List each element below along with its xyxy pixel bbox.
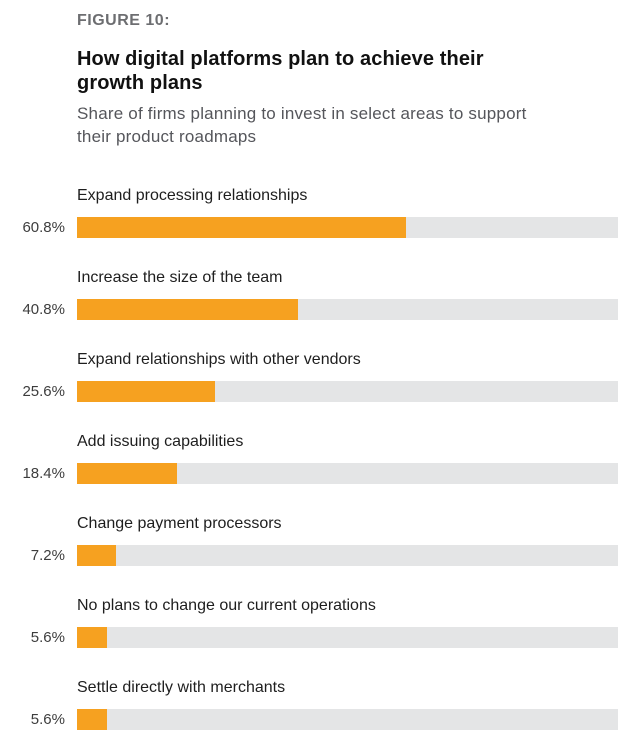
bar-track <box>77 299 618 320</box>
bar-line: 5.6% <box>0 709 641 730</box>
bar-row: Settle directly with merchants 5.6% <box>0 678 641 730</box>
bar-row: Change payment processors 7.2% <box>0 514 641 566</box>
bar-track <box>77 463 618 484</box>
bar-row: Increase the size of the team 40.8% <box>0 268 641 320</box>
bar-value-label: 25.6% <box>22 383 65 400</box>
bar-line: 40.8% <box>0 299 641 320</box>
bar-category-label: Add issuing capabilities <box>77 433 244 450</box>
bar-category-label: Increase the size of the team <box>77 269 283 286</box>
bar-fill <box>77 463 177 484</box>
bar-value-label: 5.6% <box>30 711 65 728</box>
bar-track <box>77 545 618 566</box>
bar-track <box>77 381 618 402</box>
bar-value-label: 60.8% <box>22 219 65 236</box>
bar-category-label: Expand relationships with other vendors <box>77 351 361 368</box>
bar-line: 5.6% <box>0 627 641 648</box>
bar-row: No plans to change our current operation… <box>0 596 641 648</box>
chart-title: How digital platforms plan to achieve th… <box>77 48 484 94</box>
bar-fill <box>77 545 116 566</box>
bar-category-label: Settle directly with merchants <box>77 679 286 696</box>
figure-number-label: FIGURE 10: <box>77 12 171 29</box>
bar-row: Expand processing relationships 60.8% <box>0 186 641 238</box>
bar-value-label: 7.2% <box>30 547 65 564</box>
bar-line: 60.8% <box>0 217 641 238</box>
bar-fill <box>77 217 406 238</box>
bar-fill <box>77 299 298 320</box>
bar-value-label: 18.4% <box>22 465 65 482</box>
bar-row: Expand relationships with other vendors … <box>0 350 641 402</box>
bar-row: Add issuing capabilities 18.4% <box>0 432 641 484</box>
bar-category-label: Change payment processors <box>77 515 282 532</box>
bar-category-label: No plans to change our current operation… <box>77 597 376 614</box>
bar-line: 25.6% <box>0 381 641 402</box>
bar-line: 18.4% <box>0 463 641 484</box>
bar-fill <box>77 709 108 730</box>
bar-fill <box>77 627 108 648</box>
bar-chart: Expand processing relationships 60.8% In… <box>0 186 641 730</box>
figure-header: FIGURE 10: How digital platforms plan to… <box>0 0 641 148</box>
bar-category-label: Expand processing relationships <box>77 187 308 204</box>
bar-track <box>77 709 618 730</box>
bar-value-label: 5.6% <box>30 629 65 646</box>
bar-fill <box>77 381 216 402</box>
bar-value-label: 40.8% <box>22 301 65 318</box>
chart-subtitle: Share of firms planning to invest in sel… <box>77 104 527 146</box>
bar-track <box>77 627 618 648</box>
bar-line: 7.2% <box>0 545 641 566</box>
bar-track <box>77 217 618 238</box>
